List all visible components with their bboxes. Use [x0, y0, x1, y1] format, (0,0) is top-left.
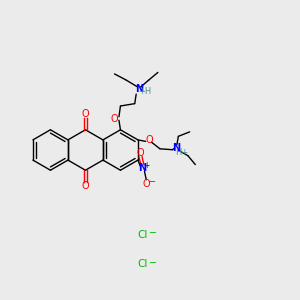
Text: H+: H+	[175, 148, 189, 157]
Text: N: N	[135, 84, 143, 94]
Text: N: N	[172, 143, 181, 153]
Text: Cl: Cl	[137, 230, 148, 240]
Text: O: O	[142, 179, 150, 189]
Text: O: O	[146, 135, 153, 145]
Text: −: −	[149, 258, 157, 268]
Text: O: O	[137, 148, 144, 158]
Text: −: −	[148, 177, 156, 187]
Text: +H: +H	[138, 87, 152, 96]
Text: −: −	[149, 228, 157, 238]
Text: O: O	[82, 181, 89, 191]
Text: N: N	[138, 163, 146, 172]
Text: O: O	[111, 114, 118, 124]
Text: Cl: Cl	[137, 260, 148, 269]
Text: O: O	[82, 109, 89, 119]
Text: +: +	[143, 161, 149, 170]
